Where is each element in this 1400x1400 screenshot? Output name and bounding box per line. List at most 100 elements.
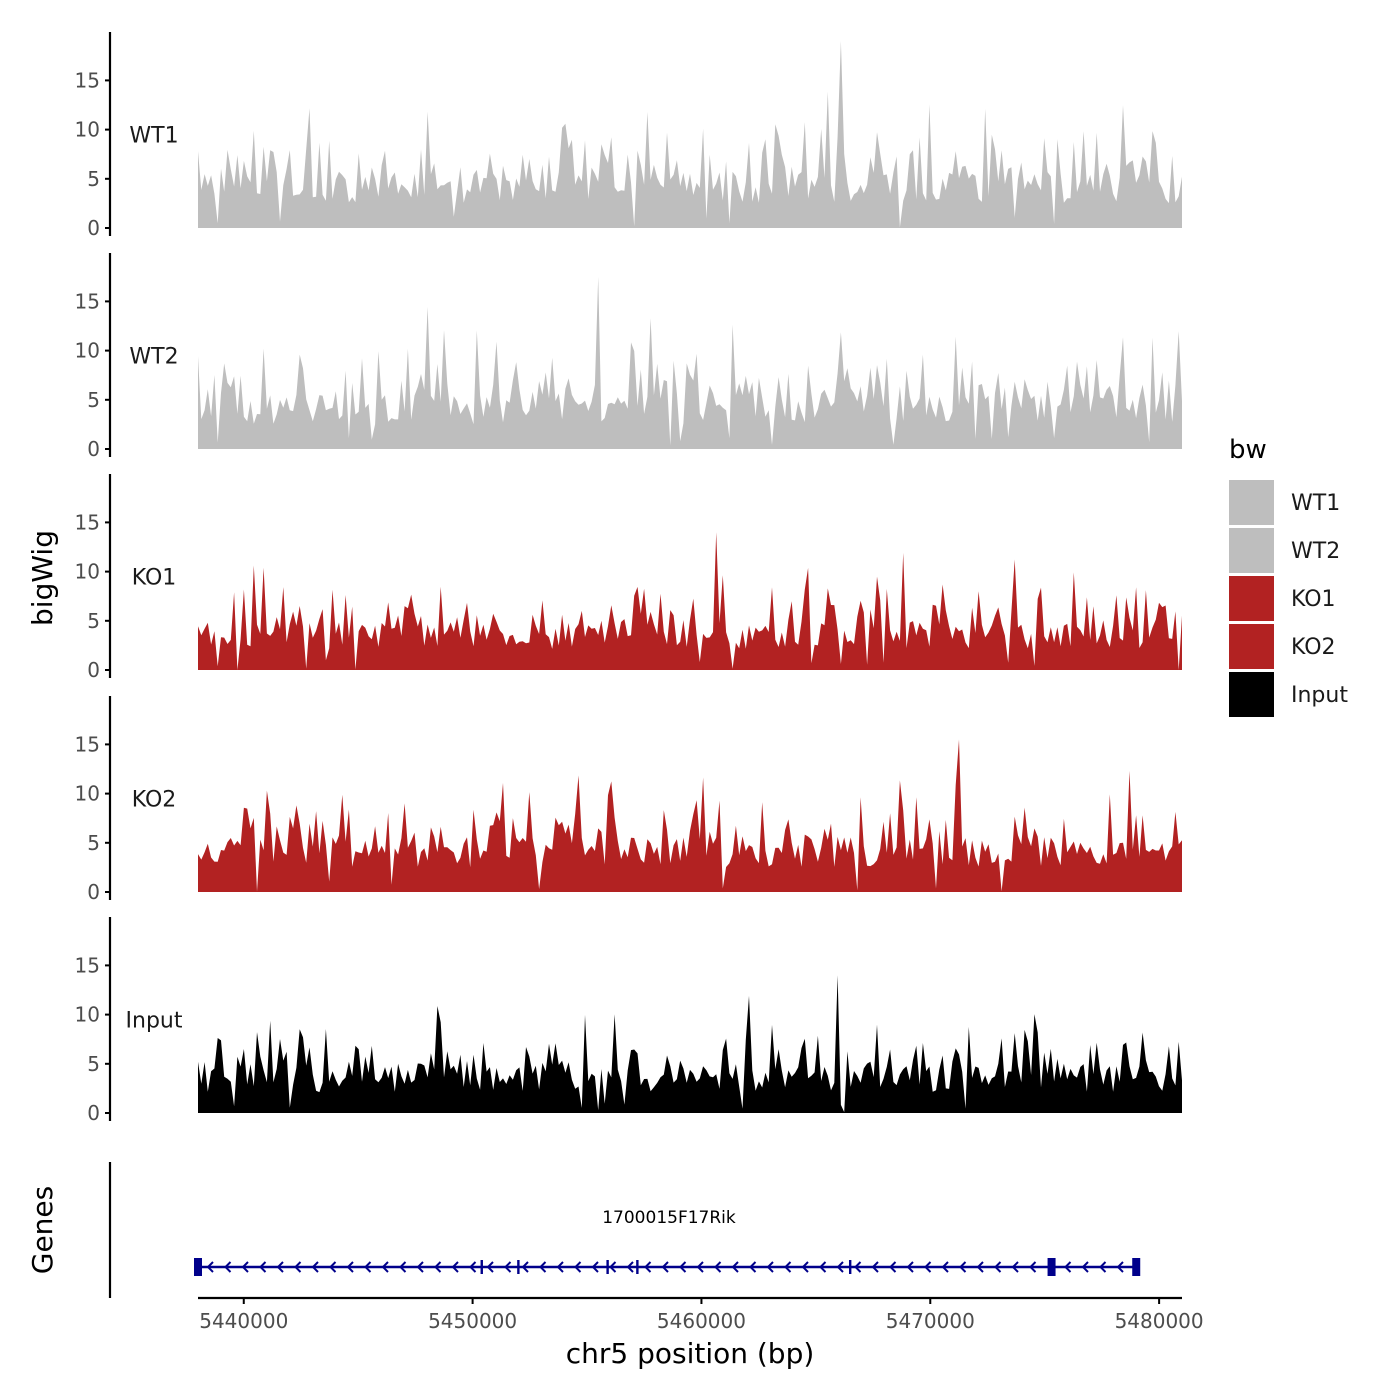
y-tick-label: 10 bbox=[75, 1003, 100, 1027]
x-tick-label: 5450000 bbox=[428, 1309, 517, 1333]
strand-arrow bbox=[381, 1261, 389, 1273]
strand-arrow bbox=[1011, 1261, 1019, 1273]
strand-arrow bbox=[556, 1261, 564, 1273]
track-label: KO1 bbox=[132, 566, 177, 591]
y-tick-label: 5 bbox=[87, 1052, 100, 1076]
strand-arrow bbox=[241, 1261, 249, 1273]
exon bbox=[517, 1260, 520, 1274]
track-label: WT2 bbox=[129, 345, 178, 370]
y-tick-label: 0 bbox=[87, 658, 100, 682]
strand-arrow bbox=[504, 1261, 512, 1273]
strand-arrow bbox=[1064, 1261, 1072, 1273]
strand-arrow bbox=[994, 1261, 1002, 1273]
signal-area-wt1 bbox=[198, 41, 1182, 228]
strand-arrow bbox=[836, 1261, 844, 1273]
track-label: Input bbox=[126, 1009, 183, 1034]
x-tick-label: 5440000 bbox=[199, 1309, 288, 1333]
y-tick-label: 10 bbox=[75, 560, 100, 584]
track-input: 0 5 10 15 Input bbox=[75, 917, 1182, 1125]
y-tick-label: 0 bbox=[87, 1101, 100, 1125]
exon bbox=[480, 1260, 483, 1274]
strand-arrow bbox=[924, 1261, 932, 1273]
strand-arrow bbox=[731, 1261, 739, 1273]
y-tick-label: 5 bbox=[87, 388, 100, 412]
strand-arrow bbox=[311, 1261, 319, 1273]
legend-label: WT1 bbox=[1291, 491, 1340, 516]
legend-label: WT2 bbox=[1291, 539, 1340, 564]
strand-arrow bbox=[906, 1261, 914, 1273]
signal-area-ko2 bbox=[198, 739, 1182, 892]
strand-arrow bbox=[766, 1261, 774, 1273]
legend-title: bw bbox=[1229, 435, 1267, 465]
track-wt1: 0 5 10 15 WT1 bbox=[75, 32, 1182, 240]
legend-swatch-wt2 bbox=[1229, 528, 1274, 573]
strand-arrow bbox=[854, 1261, 862, 1273]
x-tick-label: 5480000 bbox=[1115, 1309, 1204, 1333]
exon bbox=[1047, 1258, 1056, 1276]
y-tick-label: 0 bbox=[87, 880, 100, 904]
strand-arrow bbox=[1081, 1261, 1089, 1273]
strand-arrow bbox=[539, 1261, 547, 1273]
y-tick-label: 5 bbox=[87, 831, 100, 855]
y-tick-label: 15 bbox=[75, 289, 100, 313]
strand-arrow bbox=[626, 1261, 634, 1273]
strand-arrow bbox=[696, 1261, 704, 1273]
y-tick-label: 15 bbox=[75, 68, 100, 92]
y-tick-label: 5 bbox=[87, 609, 100, 633]
strand-arrow bbox=[1029, 1261, 1037, 1273]
track-ko1: 0 5 10 15 KO1 bbox=[75, 474, 1182, 682]
strand-arrow bbox=[801, 1261, 809, 1273]
legend-swatch-input bbox=[1229, 672, 1274, 717]
strand-arrow bbox=[451, 1261, 459, 1273]
y-tick-label: 10 bbox=[75, 339, 100, 363]
y-tick-label: 5 bbox=[87, 167, 100, 191]
strand-arrow bbox=[346, 1261, 354, 1273]
strand-arrow bbox=[749, 1261, 757, 1273]
legend-label: KO2 bbox=[1291, 635, 1336, 660]
legend-swatch-ko2 bbox=[1229, 624, 1274, 669]
strand-arrow bbox=[819, 1261, 827, 1273]
strand-arrow bbox=[364, 1261, 372, 1273]
strand-arrow bbox=[206, 1261, 214, 1273]
y-tick-label: 15 bbox=[75, 510, 100, 534]
strand-arrow bbox=[609, 1261, 617, 1273]
strand-arrow bbox=[259, 1261, 267, 1273]
exon bbox=[848, 1260, 852, 1274]
strand-arrow bbox=[434, 1261, 442, 1273]
strand-arrow bbox=[941, 1261, 949, 1273]
legend-swatch-ko1 bbox=[1229, 576, 1274, 621]
gene-panel: Genes 1700015F17Rik bbox=[26, 1162, 1141, 1298]
signal-area-input bbox=[198, 975, 1182, 1113]
gene-model bbox=[194, 1258, 1141, 1276]
legend-label: Input bbox=[1291, 683, 1348, 708]
track-wt2: 0 5 10 15 WT2 bbox=[75, 253, 1182, 461]
legend-swatch-wt1 bbox=[1229, 480, 1274, 525]
y-tick-label: 0 bbox=[87, 437, 100, 461]
strand-arrow bbox=[784, 1261, 792, 1273]
strand-arrow bbox=[661, 1261, 669, 1273]
strand-arrow bbox=[959, 1261, 967, 1273]
strand-arrow bbox=[469, 1261, 477, 1273]
y-tick-label: 15 bbox=[75, 953, 100, 977]
strand-arrow bbox=[276, 1261, 284, 1273]
y-tick-label: 10 bbox=[75, 782, 100, 806]
track-label: WT1 bbox=[129, 124, 178, 149]
bigwig-tracks: 0 5 10 15 WT1 0 5 10 15 WT2 0 5 10 15 KO1 0 5 10 15 KO2 0 5 10… bbox=[75, 32, 1182, 1125]
gene-name-label: 1700015F17Rik bbox=[602, 1208, 736, 1228]
strand-arrow bbox=[714, 1261, 722, 1273]
y-tick-label: 10 bbox=[75, 118, 100, 142]
strand-arrow bbox=[416, 1261, 424, 1273]
strand-arrow bbox=[574, 1261, 582, 1273]
x-tick-label: 5470000 bbox=[886, 1309, 975, 1333]
y-tick-label: 0 bbox=[87, 216, 100, 240]
strand-arrow bbox=[1116, 1261, 1124, 1273]
strand-arrow bbox=[889, 1261, 897, 1273]
strand-arrow bbox=[224, 1261, 232, 1273]
track-ko2: 0 5 10 15 KO2 bbox=[75, 696, 1182, 904]
strand-arrow bbox=[871, 1261, 879, 1273]
strand-arrow bbox=[591, 1261, 599, 1273]
strand-arrow bbox=[976, 1261, 984, 1273]
exon bbox=[636, 1260, 639, 1274]
y-axis-title: bigWig bbox=[26, 530, 59, 626]
